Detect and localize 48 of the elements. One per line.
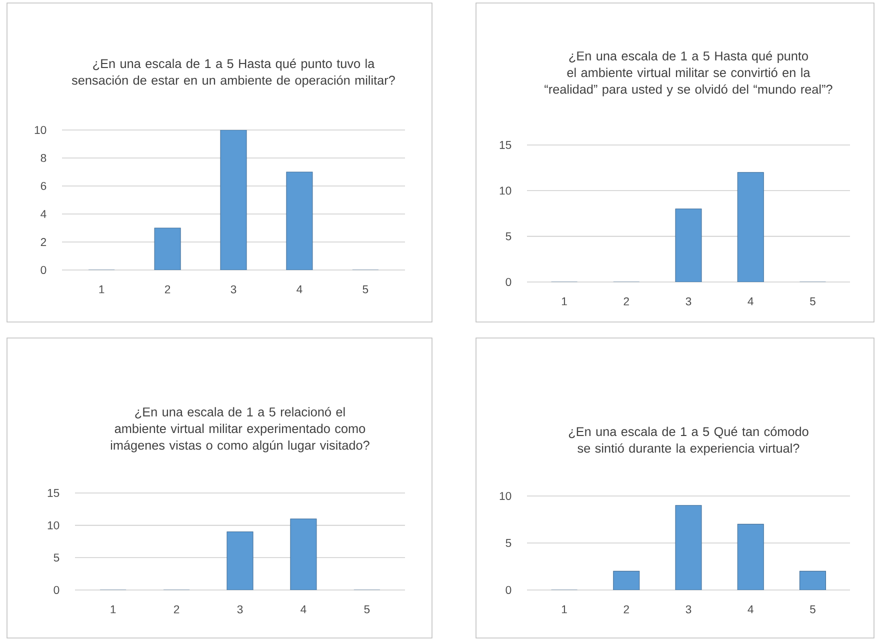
y-tick-label: 8	[40, 154, 46, 162]
x-tick-label: 2	[164, 285, 170, 294]
y-tick-label: 6	[40, 182, 46, 190]
y-tick-label: 0	[54, 586, 60, 594]
x-tick-label: 4	[748, 605, 754, 614]
x-tick-label: 2	[624, 605, 629, 614]
x-tick-label: 5	[364, 605, 370, 614]
y-tick-label: 2	[40, 238, 46, 246]
x-tick-label: 5	[810, 605, 816, 614]
x-tick-label: 5	[810, 297, 816, 306]
y-tick-label: 4	[40, 210, 46, 218]
y-tick-label: 0	[506, 586, 512, 594]
x-tick-label: 1	[99, 285, 104, 294]
x-tick-label: 1	[110, 605, 116, 614]
y-tick-label: 15	[48, 489, 60, 497]
x-tick-label: 1	[562, 605, 567, 614]
x-tick-label: 4	[300, 605, 306, 614]
bar	[737, 524, 764, 590]
x-tick-label: 2	[624, 297, 629, 306]
y-tick-label: 5	[54, 554, 60, 562]
bar	[154, 228, 181, 270]
x-tick-label: 3	[230, 285, 236, 294]
x-tick-label: 4	[296, 285, 302, 294]
chart-title: ¿En una escala de 1 a 5 relacionó el ambiente virtual militar experimentado como imágenes vistas o como algún lugar visitado?	[110, 406, 370, 452]
x-tick-label: 5	[362, 285, 368, 294]
y-tick-label: 10	[48, 521, 60, 530]
y-tick-label: 15	[500, 141, 512, 149]
bar	[286, 172, 313, 270]
y-tick-label: 0	[506, 278, 512, 286]
y-tick-label: 10	[500, 186, 512, 195]
x-tick-label: 3	[686, 605, 692, 614]
y-tick-label: 0	[40, 266, 46, 274]
y-tick-label: 10	[34, 126, 46, 134]
y-tick-label: 5	[506, 539, 512, 547]
bar	[613, 570, 640, 590]
chart-title: ¿En una escala de 1 a 5 Hasta qué punto el ambiente virtual militar se convirtió en la “realidad” para usted y se olvidó del “mundo real”?	[544, 50, 832, 96]
y-tick-label: 5	[506, 232, 512, 240]
x-tick-label: 1	[562, 297, 567, 306]
x-tick-label: 3	[686, 297, 692, 306]
x-tick-label: 4	[748, 297, 754, 306]
chart-title: ¿En una escala de 1 a 5 Hasta qué punto tuvo la sensación de estar en un ambiente de operación militar?	[72, 58, 395, 88]
bar	[799, 570, 826, 590]
y-tick-label: 10	[500, 492, 512, 500]
bar	[675, 505, 702, 590]
chart-title: ¿En una escala de 1 a 5 Qué tan cómodo se sintió durante la experiencia virtual?	[568, 426, 808, 456]
bar	[220, 130, 247, 270]
x-tick-label: 2	[174, 605, 180, 614]
x-tick-label: 3	[237, 605, 243, 614]
